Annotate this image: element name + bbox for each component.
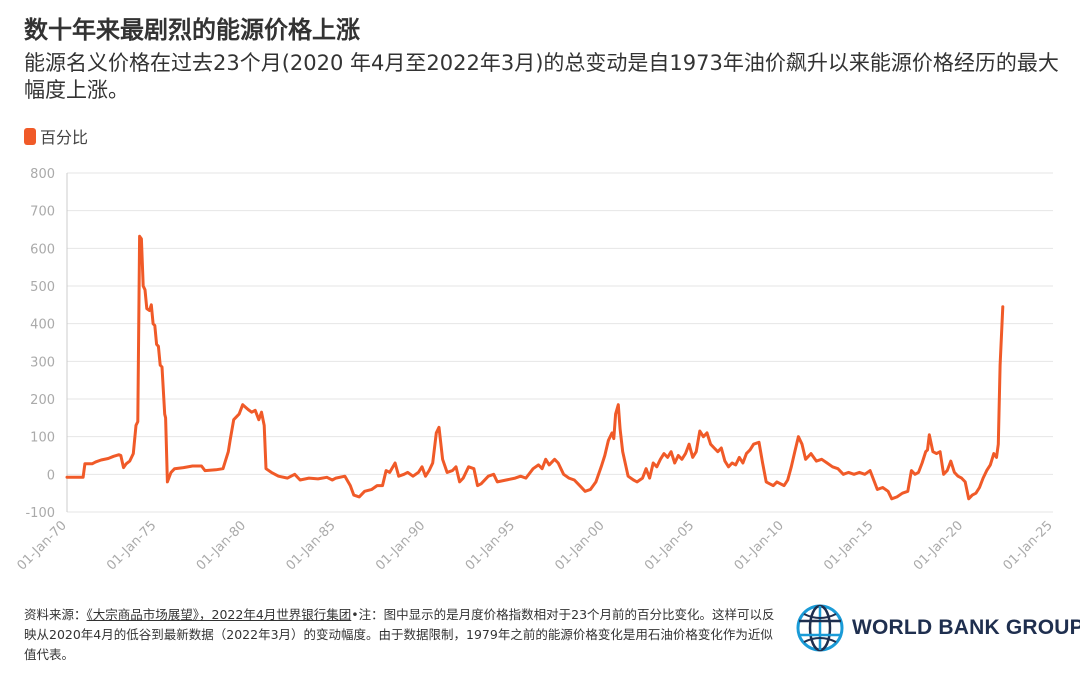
legend-label: 百分比 — [40, 128, 89, 147]
y-tick-label: 500 — [30, 280, 55, 295]
y-tick-label: 100 — [30, 431, 55, 446]
y-tick-label: 300 — [30, 355, 55, 370]
y-tick-label: 800 — [30, 167, 55, 182]
x-tick-label: 01-Jan-15 — [821, 518, 876, 573]
y-tick-label: 400 — [30, 318, 55, 333]
x-tick-label: 01-Jan-90 — [373, 518, 428, 573]
source-prefix: 资料来源： — [24, 607, 87, 622]
y-tick-label: 700 — [30, 205, 55, 220]
y-tick-label: 200 — [30, 393, 55, 408]
legend-swatch — [24, 127, 36, 145]
line-chart: -100 0 100 200 300 400 500 600 700 800 01-Jan-70 01… — [15, 167, 1056, 574]
x-tick-label: 01-Jan-25 — [1001, 518, 1056, 573]
world-bank-logo: WORLD BANK GROUP — [796, 604, 1080, 652]
y-tick-label: 600 — [30, 242, 55, 257]
logo-text: WORLD BANK GROUP — [852, 616, 1080, 639]
footnote-note: •注：图中显示的是月度价格指数相对于23个月前的百分比变化。这样可以反映从202… — [24, 607, 775, 662]
x-tick-label: 01-Jan-95 — [463, 518, 518, 573]
y-tick-label: -100 — [25, 506, 55, 521]
chart-subtitle: 能源名义价格在过去23个月(2020 年4月至2022年3月)的总变动是自197… — [24, 51, 1059, 102]
x-tick-label: 01-Jan-80 — [194, 518, 249, 573]
x-tick-label: 01-Jan-00 — [552, 518, 607, 573]
x-tick-label: 01-Jan-10 — [732, 518, 787, 573]
chart-title: 数十年来最剧烈的能源价格上涨 — [24, 16, 360, 44]
legend: 百分比 — [24, 124, 88, 148]
x-tick-label: 01-Jan-20 — [911, 518, 966, 573]
source-link[interactable]: 《大宗商品市场展望》，2022年4月世界银行集团 — [86, 607, 352, 622]
y-tick-label: 0 — [47, 468, 55, 483]
x-tick-label: 01-Jan-85 — [283, 518, 338, 573]
globe-icon — [796, 604, 844, 652]
x-tick-label: 01-Jan-75 — [104, 518, 159, 573]
x-tick-label: 01-Jan-70 — [15, 518, 70, 573]
footnote: 资料来源：《大宗商品市场展望》，2022年4月世界银行集团•注：图中显示的是月度… — [24, 605, 784, 665]
series-line — [65, 234, 1005, 501]
x-tick-label: 01-Jan-05 — [642, 518, 697, 573]
